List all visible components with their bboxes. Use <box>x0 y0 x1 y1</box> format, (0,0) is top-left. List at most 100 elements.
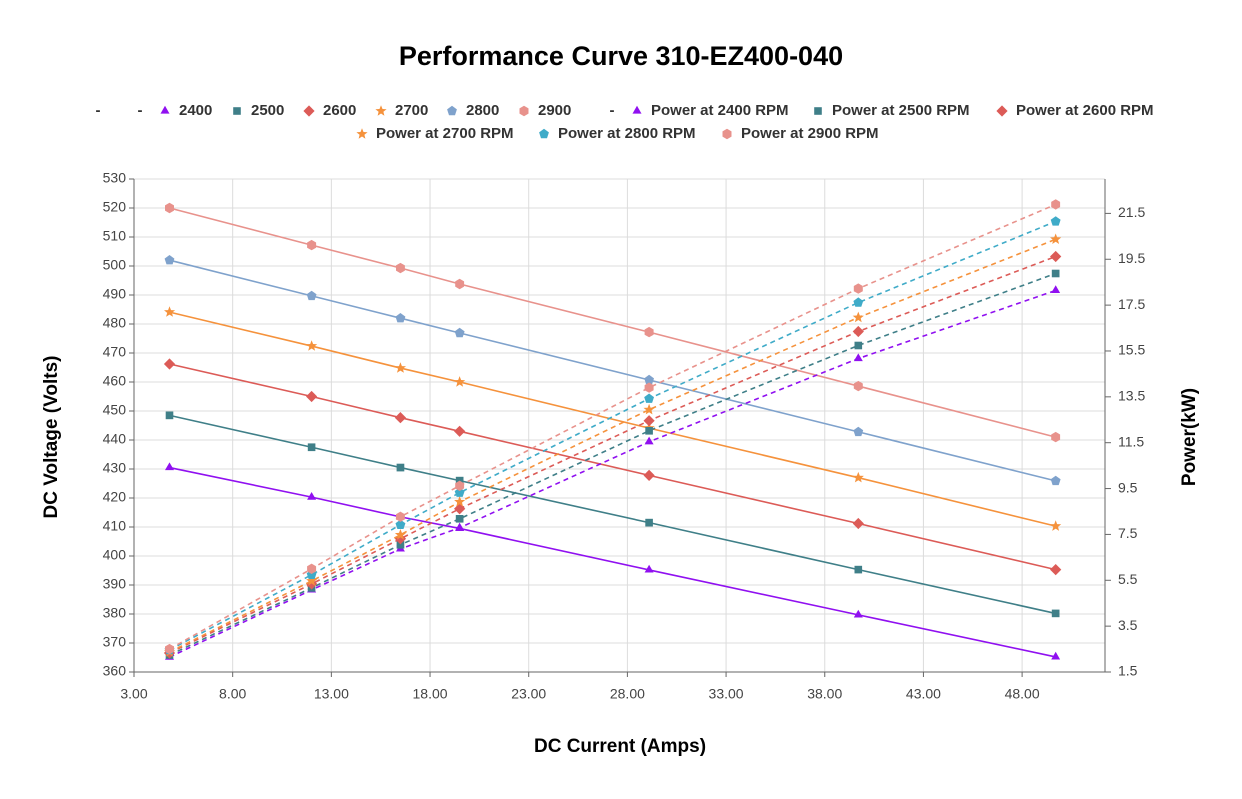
legend-marker <box>722 128 732 140</box>
data-point <box>307 239 317 251</box>
x-tick-label: 38.00 <box>807 686 842 702</box>
y2-tick-label: 3.5 <box>1118 617 1138 633</box>
data-point <box>394 529 406 540</box>
data-point <box>454 496 466 507</box>
series-line <box>169 414 1056 615</box>
legend-label: Power at 2700 RPM <box>376 125 514 142</box>
data-point <box>853 297 864 307</box>
legend-marker <box>375 105 387 116</box>
data-point <box>1051 199 1061 210</box>
legend-marker <box>160 105 170 114</box>
legend-label: 2700 <box>395 102 428 119</box>
legend-marker <box>996 105 1008 117</box>
data-point <box>644 564 654 573</box>
data-point <box>645 427 653 435</box>
data-point <box>852 311 864 323</box>
data-point <box>396 540 405 549</box>
data-point <box>306 290 317 301</box>
data-point <box>395 313 406 323</box>
series-line <box>169 466 1056 658</box>
x-tick-label: 13.00 <box>314 686 349 702</box>
data-point <box>163 358 176 370</box>
y2-tick-label: 19.5 <box>1118 250 1145 266</box>
y-tick-label: 450 <box>103 402 127 418</box>
legend-marker <box>632 105 642 114</box>
data-point <box>395 519 406 529</box>
legend-label: 2400 <box>179 102 212 119</box>
data-point <box>396 463 405 472</box>
legend-label: - <box>610 102 615 119</box>
data-point <box>1051 651 1061 660</box>
data-point <box>644 326 654 338</box>
y-axis-title: DC Voltage (Volts) <box>41 356 62 519</box>
data-point <box>1050 564 1062 576</box>
data-point <box>306 390 318 403</box>
y2-tick-label: 7.5 <box>1118 525 1138 541</box>
y2-tick-label: 1.5 <box>1118 663 1138 679</box>
y-tick-label: 460 <box>103 373 127 389</box>
data-point <box>164 255 175 265</box>
data-point <box>645 518 653 527</box>
data-point <box>644 374 654 385</box>
data-point <box>1051 609 1060 618</box>
data-point <box>454 487 465 497</box>
data-point <box>854 565 863 574</box>
legend-label: Power at 2400 RPM <box>651 102 789 119</box>
y-tick-label: 360 <box>103 663 127 679</box>
data-point <box>853 609 863 618</box>
data-point <box>852 325 864 338</box>
x-tick-label: 18.00 <box>413 686 448 702</box>
data-point <box>454 425 466 437</box>
data-point <box>1050 233 1062 244</box>
data-point <box>644 436 654 445</box>
data-point <box>852 517 864 530</box>
data-point <box>853 283 863 294</box>
y-tick-label: 420 <box>103 489 127 505</box>
data-point <box>306 340 318 351</box>
y-tick-label: 480 <box>103 315 127 331</box>
legend-marker <box>303 105 315 117</box>
y-tick-label: 520 <box>103 199 127 215</box>
y-tick-label: 510 <box>103 228 127 244</box>
y2-tick-label: 5.5 <box>1118 571 1138 587</box>
legend-marker <box>233 107 241 115</box>
x-tick-label: 28.00 <box>610 686 645 702</box>
legend-label: Power at 2800 RPM <box>558 125 696 142</box>
data-point <box>1051 431 1061 443</box>
x-tick-label: 48.00 <box>1005 686 1040 702</box>
y2-tick-label: 15.5 <box>1118 342 1145 358</box>
data-point <box>643 415 655 427</box>
legend-marker <box>519 105 529 117</box>
data-point <box>854 341 863 350</box>
chart-title: Performance Curve 310-EZ400-040 <box>399 41 843 71</box>
y-tick-label: 470 <box>103 344 127 360</box>
data-point <box>454 327 465 338</box>
legend-label: 2500 <box>251 102 284 119</box>
data-point <box>396 262 405 274</box>
data-point <box>307 492 317 500</box>
data-point <box>165 202 174 214</box>
data-point <box>164 306 176 317</box>
data-point <box>394 412 407 424</box>
data-point <box>1051 269 1060 278</box>
data-point <box>396 511 405 522</box>
data-point <box>1050 475 1061 486</box>
data-point <box>853 426 864 437</box>
y2-tick-label: 13.5 <box>1118 388 1145 404</box>
y-tick-label: 390 <box>103 576 127 592</box>
data-point <box>852 471 864 483</box>
data-point <box>853 380 863 392</box>
data-point <box>165 643 174 655</box>
data-point <box>643 403 655 415</box>
x-tick-label: 33.00 <box>709 686 744 702</box>
x-tick-label: 3.00 <box>120 686 147 702</box>
series-line <box>169 311 1056 527</box>
y-tick-label: 430 <box>103 460 127 476</box>
y-tick-label: 380 <box>103 605 127 621</box>
y-tick-label: 410 <box>103 518 127 534</box>
y-tick-label: 440 <box>103 431 127 447</box>
data-point <box>454 503 466 515</box>
data-point <box>165 462 174 471</box>
x-tick-label: 23.00 <box>511 686 546 702</box>
x-tick-label: 43.00 <box>906 686 941 702</box>
